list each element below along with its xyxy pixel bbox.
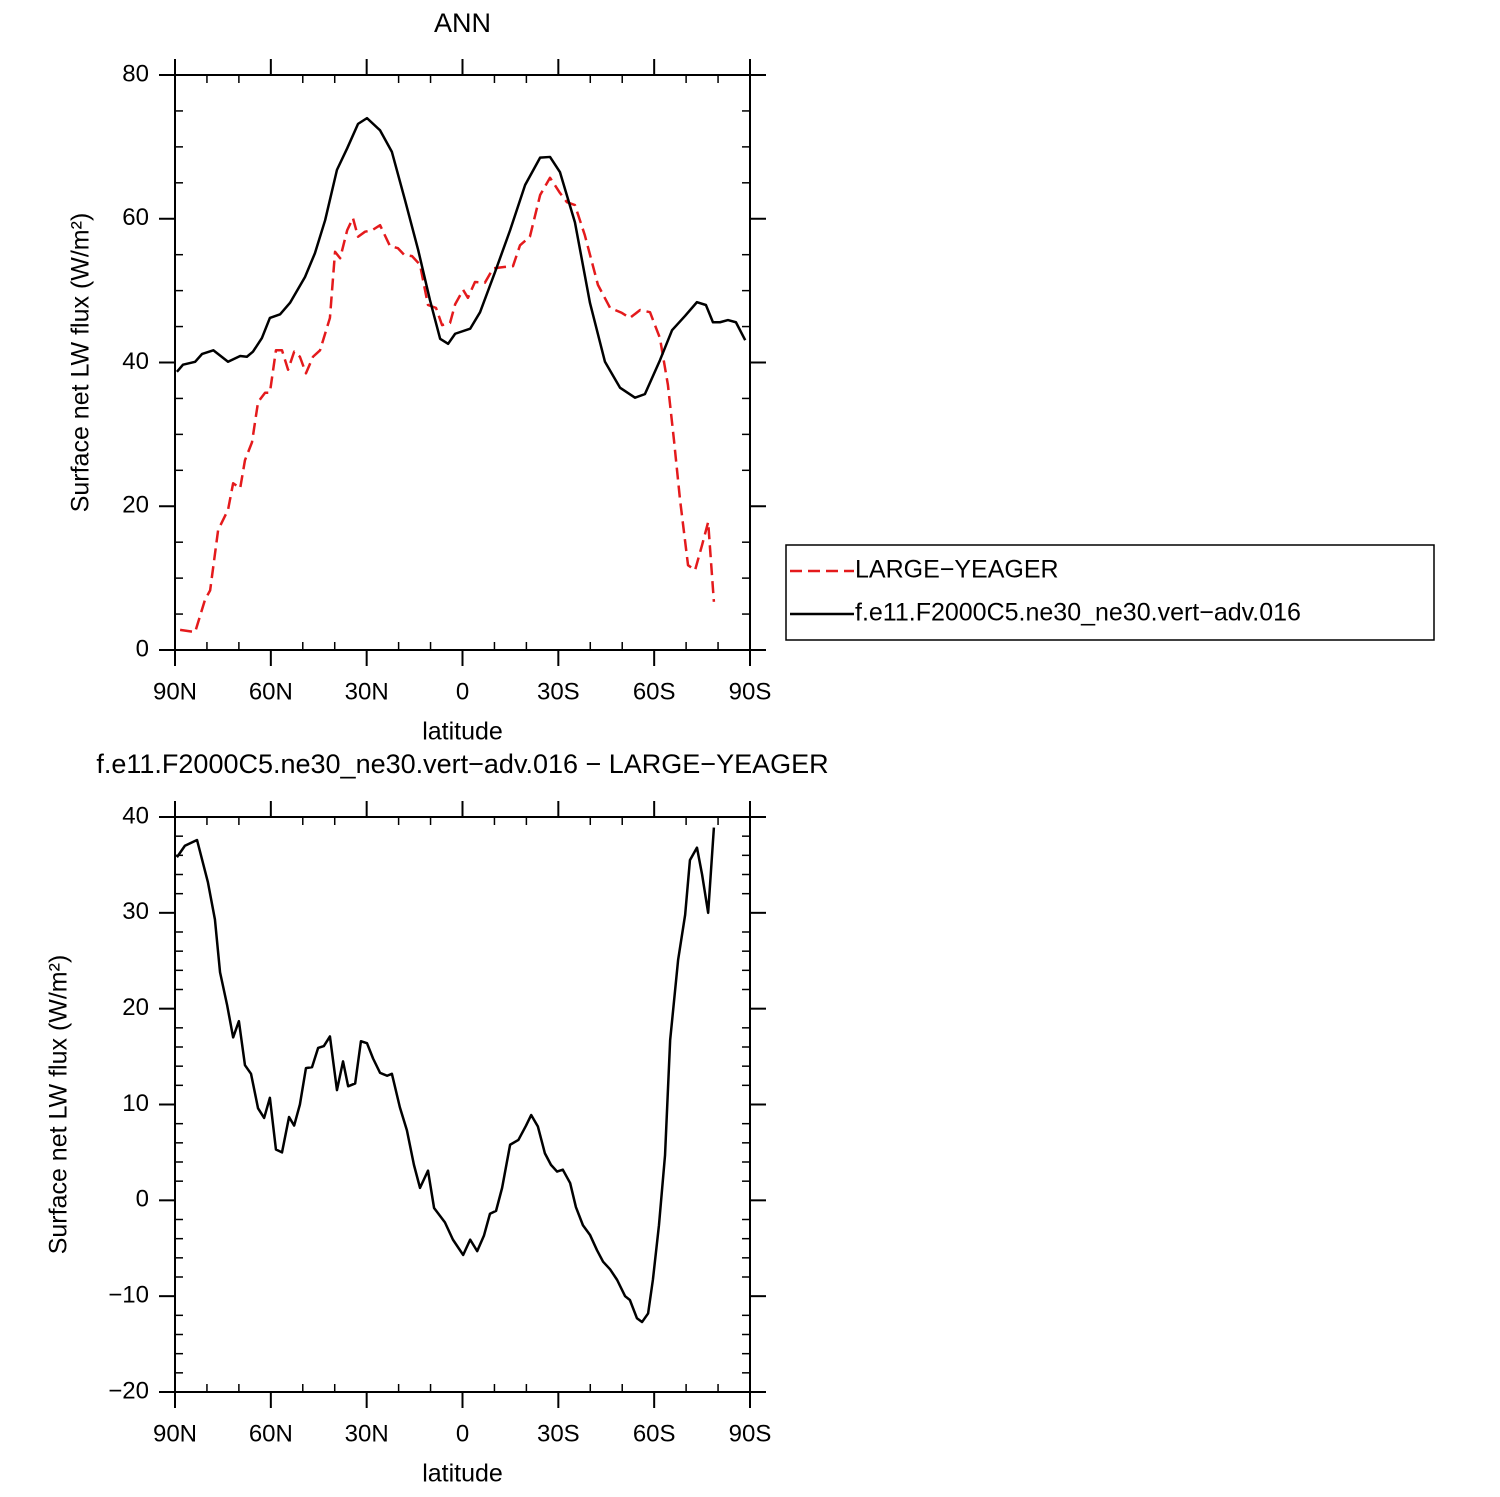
legend-box [785, 544, 1435, 641]
x-tick-label: 90S [729, 1420, 772, 1447]
y-tick-label: 0 [136, 1186, 149, 1213]
y-axis-label: Surface net LW flux (W/m²) [45, 955, 73, 1255]
data-line [175, 827, 716, 1324]
x-tick-label: 30N [345, 678, 389, 705]
y-tick-label: −20 [108, 1377, 149, 1404]
x-tick-label: 30S [537, 678, 580, 705]
x-tick-label: 60S [633, 678, 676, 705]
y-tick-label: 60 [122, 204, 149, 231]
x-tick-label: 90S [729, 678, 772, 705]
y-tick-label: 20 [122, 492, 149, 519]
x-tick-label: 60N [249, 678, 293, 705]
legend-label: f.e11.F2000C5.ne30_ne30.vert−adv.016 [855, 599, 1301, 627]
y-tick-label: 30 [122, 898, 149, 925]
data-line [179, 176, 716, 634]
x-tick-label: 60N [249, 1420, 293, 1447]
y-tick-label: 40 [122, 348, 149, 375]
x-tick-label: 0 [456, 1420, 469, 1447]
y-tick-label: 40 [122, 802, 149, 829]
chart-title: f.e11.F2000C5.ne30_ne30.vert−adv.016 − L… [96, 749, 828, 779]
y-axis-label: Surface net LW flux (W/m²) [67, 213, 95, 513]
x-tick-label: 60S [633, 1420, 676, 1447]
chart-title: ANN [434, 8, 491, 38]
y-tick-label: 10 [122, 1090, 149, 1117]
legend: LARGE−YEAGER f.e11.F2000C5.ne30_ne30.vert… [785, 544, 1435, 641]
x-tick-label: 0 [456, 678, 469, 705]
x-axis-label: latitude [422, 718, 503, 746]
data-line [175, 116, 747, 399]
x-tick-label: 90N [153, 678, 197, 705]
x-tick-label: 90N [153, 1420, 197, 1447]
y-tick-label: −10 [108, 1282, 149, 1309]
x-tick-label: 30N [345, 1420, 389, 1447]
y-tick-label: 20 [122, 994, 149, 1021]
y-tick-label: 0 [136, 635, 149, 662]
x-axis-label: latitude [422, 1460, 503, 1488]
plot-frame [174, 816, 751, 1393]
y-tick-label: 80 [122, 60, 149, 87]
legend-label: LARGE−YEAGER [855, 556, 1059, 584]
x-tick-label: 30S [537, 1420, 580, 1447]
